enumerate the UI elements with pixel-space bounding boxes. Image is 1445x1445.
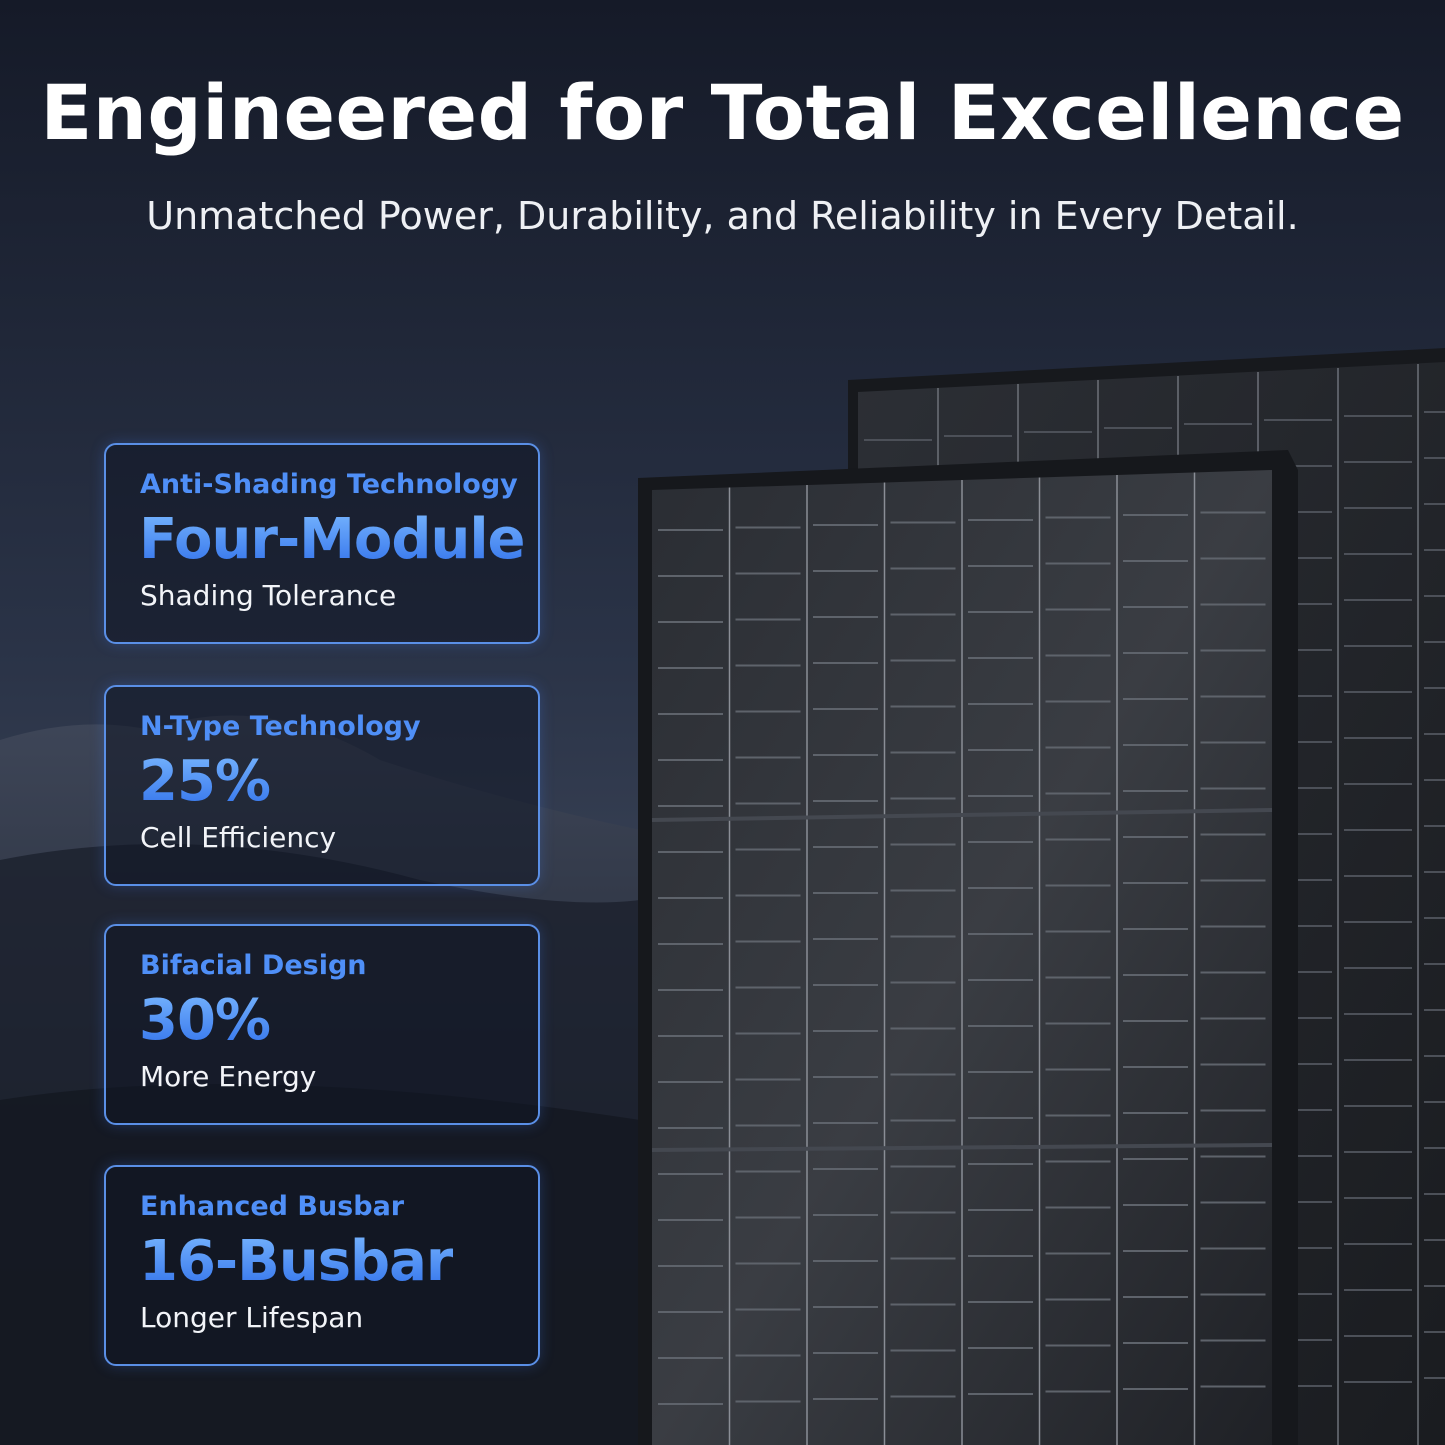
feature-caption: Longer Lifespan	[140, 1301, 364, 1334]
feature-headline: 25%	[139, 749, 271, 814]
feature-category: Bifacial Design	[140, 950, 367, 981]
feature-caption: Shading Tolerance	[140, 579, 397, 612]
feature-card: N-Type Technology 25% Cell Efficiency	[104, 685, 540, 886]
feature-category: Anti-Shading Technology	[140, 469, 518, 500]
feature-caption: More Energy	[140, 1060, 317, 1093]
feature-headline: 16-Busbar	[139, 1229, 454, 1294]
cell-line	[651, 808, 1273, 822]
front-panel	[638, 450, 1298, 1445]
subtitle: Unmatched Power, Durability, and Reliabi…	[146, 194, 1299, 238]
feature-category: N-Type Technology	[140, 711, 421, 742]
feature-headline: 30%	[139, 988, 271, 1053]
cell-line	[651, 1143, 1273, 1152]
feature-card: Bifacial Design 30% More Energy	[104, 924, 540, 1125]
feature-category: Enhanced Busbar	[140, 1191, 405, 1222]
feature-headline: Four-Module	[139, 507, 526, 572]
feature-card: Anti-Shading Technology Four-Module Shadin…	[104, 443, 540, 644]
feature-card: Enhanced Busbar 16-Busbar Longer Lifespan	[104, 1165, 540, 1366]
feature-caption: Cell Efficiency	[140, 821, 337, 854]
title: Engineered for Total Excellence	[40, 68, 1405, 157]
